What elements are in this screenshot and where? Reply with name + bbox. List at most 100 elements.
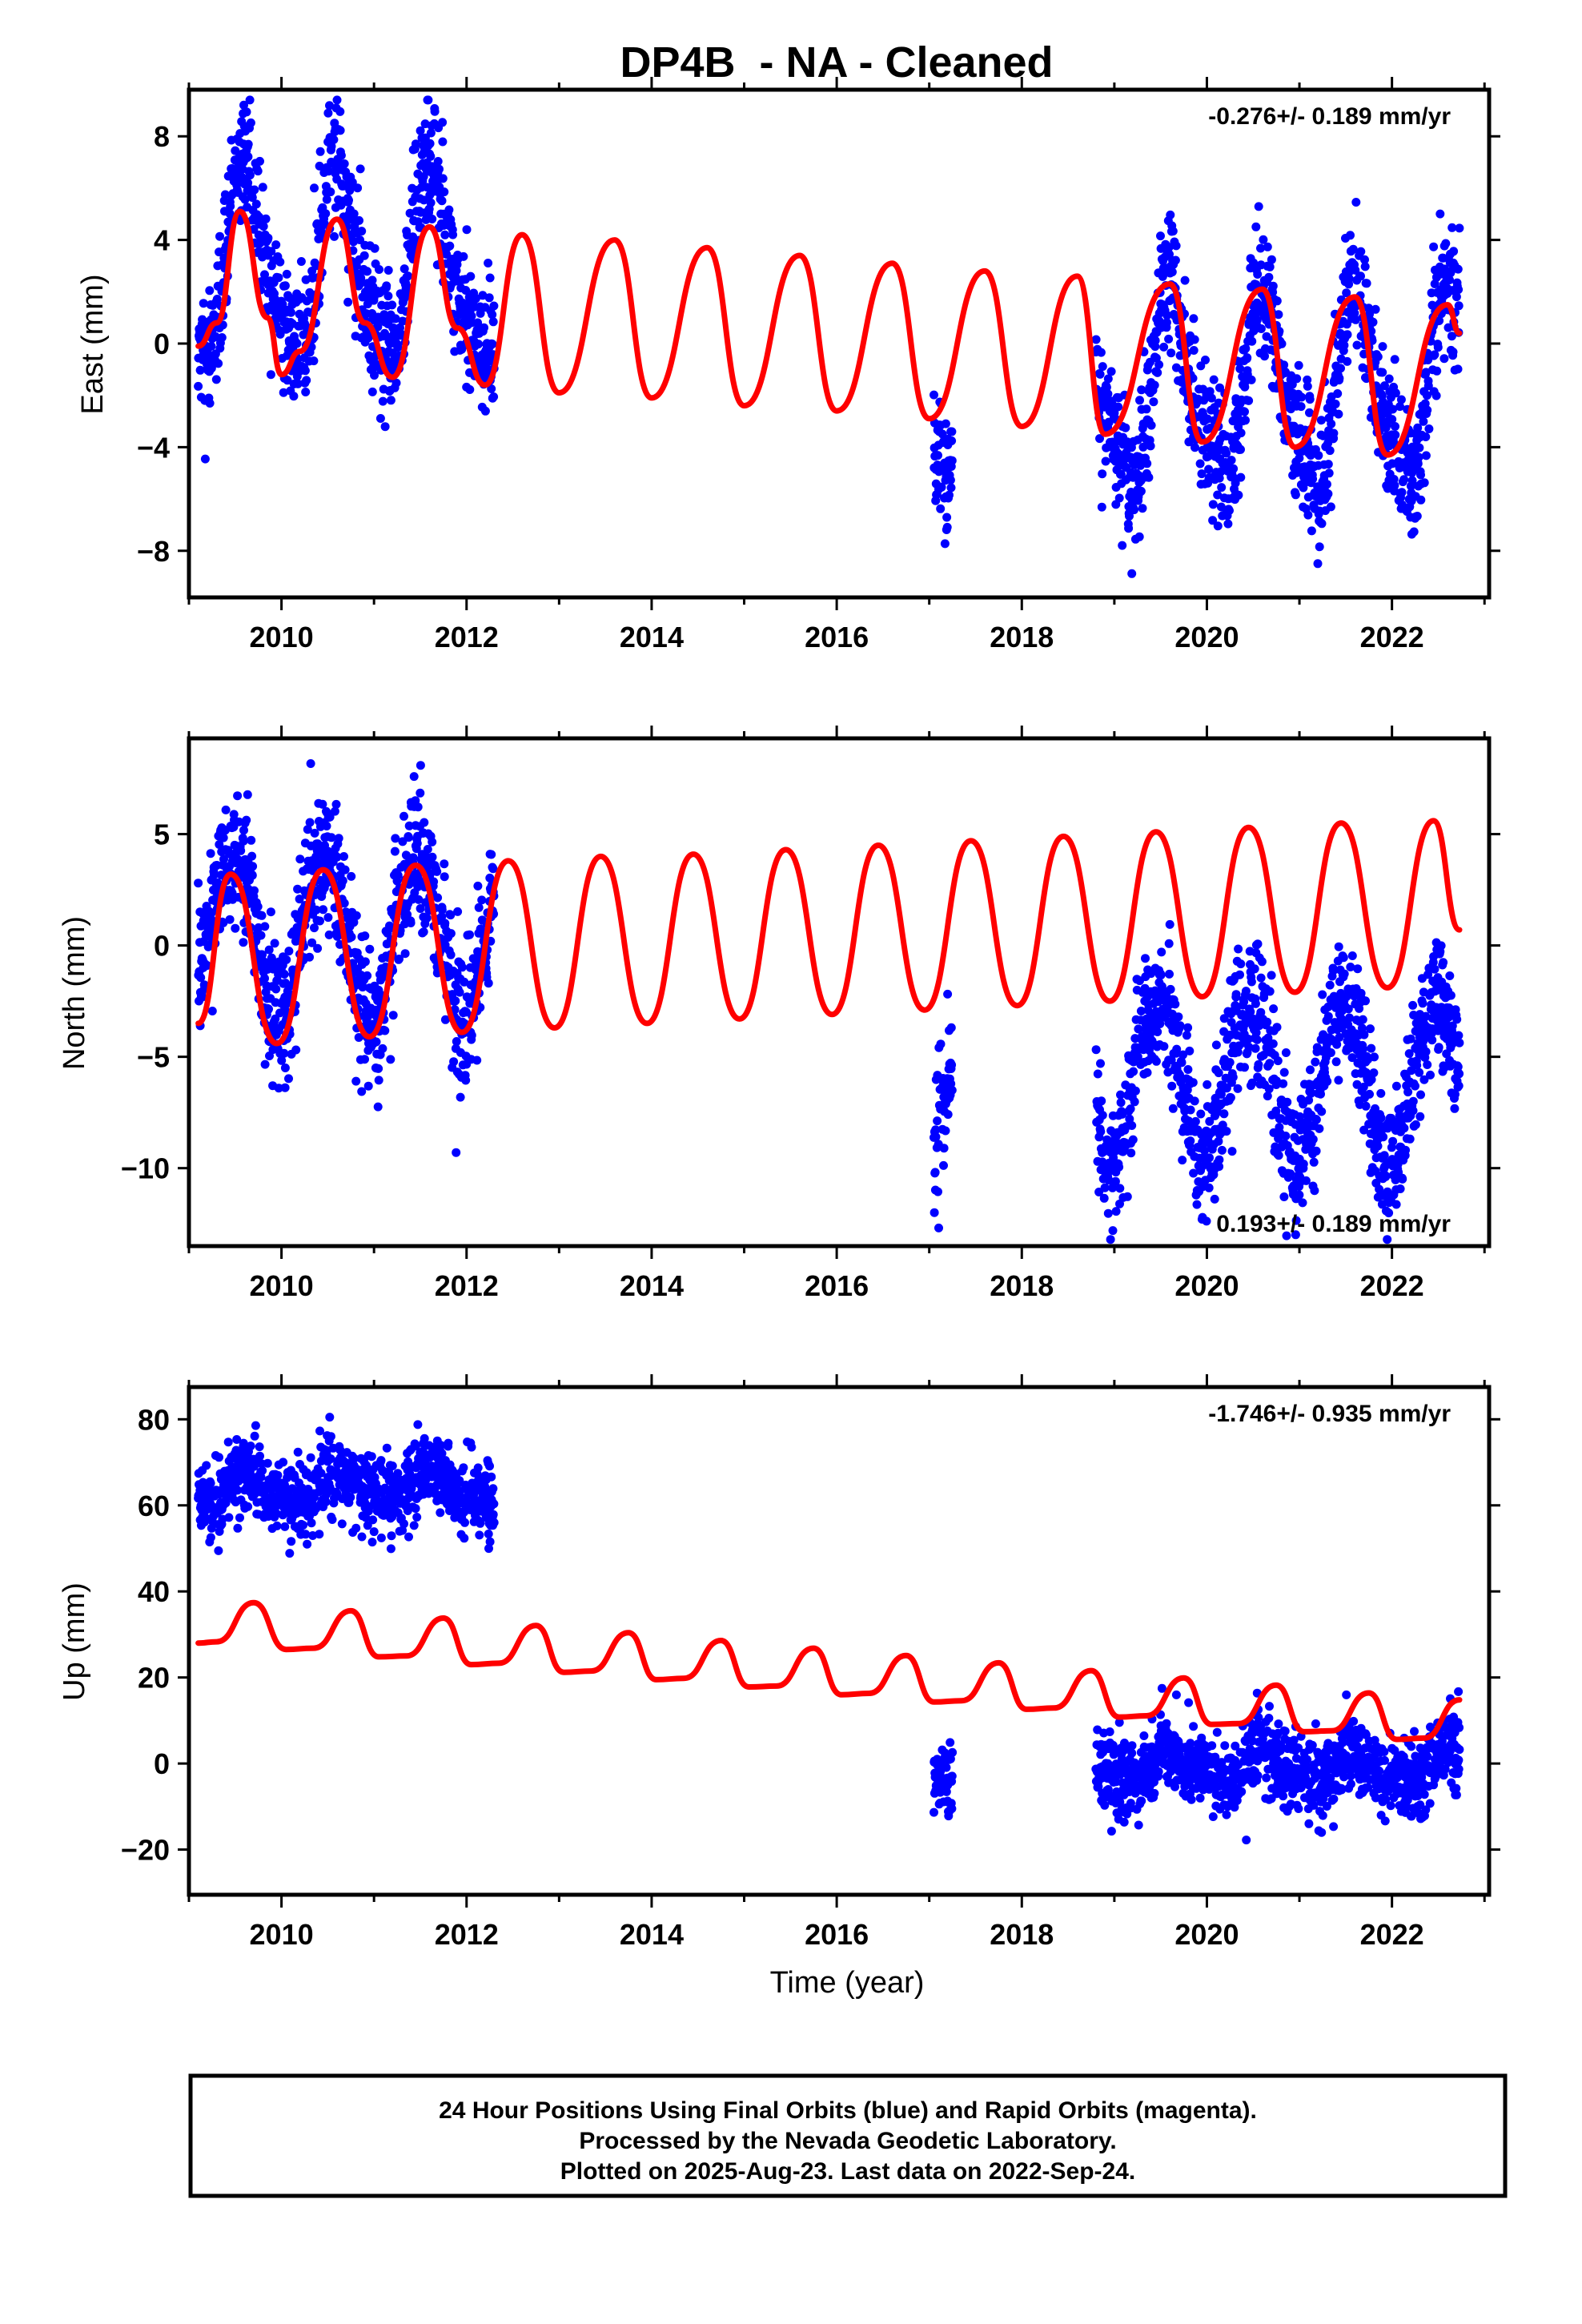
- east-obs-point-seg2: [1097, 502, 1106, 512]
- up-obs-point-seg0: [367, 1538, 377, 1547]
- east-obs-point-seg2: [1164, 243, 1174, 252]
- north-obs-point-seg2: [1399, 1124, 1409, 1133]
- north-obs-point-seg2: [1311, 1146, 1321, 1156]
- up-obs-point-seg0: [206, 1478, 215, 1488]
- north-obs-point-seg2: [1205, 1153, 1214, 1163]
- east-obs-point-seg0: [353, 183, 363, 193]
- east-obs-point-seg2: [1195, 459, 1205, 468]
- east-obs-point-seg0: [396, 329, 406, 339]
- north-obs-point-seg2: [1093, 1069, 1102, 1079]
- up-obs-point-seg0: [325, 1413, 335, 1422]
- east-obs-point-seg2: [1397, 488, 1407, 497]
- up-obs-point-seg0: [400, 1519, 408, 1529]
- east-obs-point-seg2: [1415, 443, 1424, 452]
- north-obs-point-seg2: [1127, 1121, 1137, 1130]
- east-obs-point-seg0: [489, 301, 499, 311]
- north-obs-point-seg2: [1252, 1035, 1262, 1044]
- east-obs-point-seg0: [444, 205, 454, 215]
- north-obs-point-seg2: [1250, 964, 1259, 974]
- north-obs-point-seg0: [380, 1026, 390, 1035]
- north-obs-point-seg2: [1339, 969, 1349, 979]
- east-obs-point-seg2: [1384, 374, 1394, 384]
- north-obs-point-seg0: [472, 1055, 482, 1065]
- north-obs-point-seg2: [1202, 1216, 1211, 1226]
- east-obs-point-seg0: [355, 215, 363, 225]
- north-obs-point-seg0: [474, 903, 484, 912]
- north-obs-point-seg2: [1240, 1063, 1249, 1072]
- north-obs-point-seg2: [1279, 1079, 1288, 1088]
- east-obs-point-seg0: [435, 164, 444, 174]
- east-obs-point-seg2: [1360, 262, 1370, 271]
- east-obs-point-seg0: [266, 370, 275, 380]
- north-obs-point-seg2: [1099, 1193, 1109, 1203]
- east-obs-point-seg0: [194, 381, 203, 391]
- east-obs-point-seg0: [471, 294, 480, 304]
- east-obs-point-seg2: [1095, 369, 1105, 379]
- east-obs-point-seg2: [1208, 516, 1218, 525]
- east-obs-point-seg0: [425, 139, 435, 148]
- east-y-axis-label: East (mm): [76, 274, 110, 414]
- north-obs-point-seg2: [1165, 919, 1174, 929]
- north-obs-point-seg2: [1318, 990, 1327, 999]
- east-obs-point-seg2: [1118, 541, 1127, 550]
- east-obs-point-seg0: [371, 360, 381, 369]
- north-obs-point-seg2: [1418, 999, 1427, 1008]
- east-obs-point-seg2: [1091, 335, 1101, 344]
- north-obs-point-seg0: [322, 822, 331, 830]
- east-obs-point-seg2: [1136, 486, 1146, 496]
- east-obs-point-seg2: [1390, 480, 1399, 490]
- east-obs-point-seg0: [480, 323, 488, 332]
- up-obs-point-seg0: [280, 1522, 290, 1531]
- north-obs-point-seg2: [1268, 1039, 1278, 1048]
- east-obs-point-seg2: [1265, 262, 1275, 271]
- north-obs-point-seg2: [1183, 1023, 1193, 1032]
- north-obs-point-seg2: [1165, 969, 1174, 979]
- east-obs-point-seg0: [457, 344, 467, 354]
- north-obs-point-seg2: [1214, 1068, 1223, 1078]
- east-obs-point-seg2: [1149, 397, 1158, 407]
- north-obs-point-seg0: [455, 987, 464, 997]
- north-obs-point-seg2: [1299, 1160, 1308, 1168]
- north-obs-point-seg2: [1115, 1184, 1125, 1193]
- up-obs-point-seg0: [460, 1518, 469, 1527]
- east-x-tick-label: 2012: [435, 621, 499, 653]
- up-obs-point-seg0: [233, 1523, 243, 1533]
- east-obs-point-seg2: [1454, 301, 1464, 311]
- north-obs-point-seg0: [357, 1087, 367, 1096]
- east-x-tick-label: 2018: [990, 621, 1054, 653]
- east-obs-point-seg0: [489, 392, 499, 401]
- east-obs-point-seg2: [1134, 532, 1144, 541]
- up-obs-point-seg0: [214, 1546, 223, 1555]
- east-obs-point-seg2: [1294, 360, 1303, 370]
- north-obs-point-seg2: [1316, 1089, 1325, 1099]
- north-obs-point-seg0: [404, 833, 413, 842]
- east-obs-point-seg2: [1241, 416, 1250, 425]
- east-obs-point-seg2: [1144, 472, 1154, 482]
- north-obs-point-seg0: [313, 943, 323, 953]
- north-obs-point-seg0: [416, 788, 425, 798]
- east-obs-point-seg2: [1251, 222, 1261, 231]
- east-obs-point-seg2: [1323, 489, 1333, 499]
- east-obs-point-seg2: [1378, 368, 1387, 377]
- east-obs-point-seg2: [1213, 521, 1223, 531]
- north-obs-point-seg0: [282, 955, 291, 964]
- east-obs-point-seg1: [947, 456, 957, 465]
- north-obs-point-seg0: [256, 931, 266, 940]
- north-obs-point-seg2: [1267, 971, 1276, 980]
- north-obs-point-seg0: [206, 849, 215, 858]
- north-obs-point-seg2: [1190, 1096, 1199, 1106]
- east-obs-point-seg2: [1247, 375, 1256, 384]
- east-obs-point-seg0: [214, 359, 223, 368]
- east-obs-point-seg2: [1197, 469, 1207, 479]
- east-obs-point-seg2: [1371, 304, 1380, 314]
- east-obs-point-seg2: [1207, 393, 1216, 403]
- north-obs-point-seg2: [1167, 1081, 1177, 1091]
- north-obs-point-seg2: [1247, 977, 1256, 987]
- east-obs-point-seg2: [1449, 247, 1459, 256]
- up-obs-point-seg0: [326, 1432, 335, 1441]
- east-obs-point-seg0: [258, 183, 267, 192]
- up-obs-point-seg0: [235, 1513, 244, 1522]
- north-obs-point-seg2: [1395, 1184, 1405, 1193]
- east-obs-point-seg2: [1170, 255, 1180, 265]
- east-obs-point-seg0: [243, 152, 253, 162]
